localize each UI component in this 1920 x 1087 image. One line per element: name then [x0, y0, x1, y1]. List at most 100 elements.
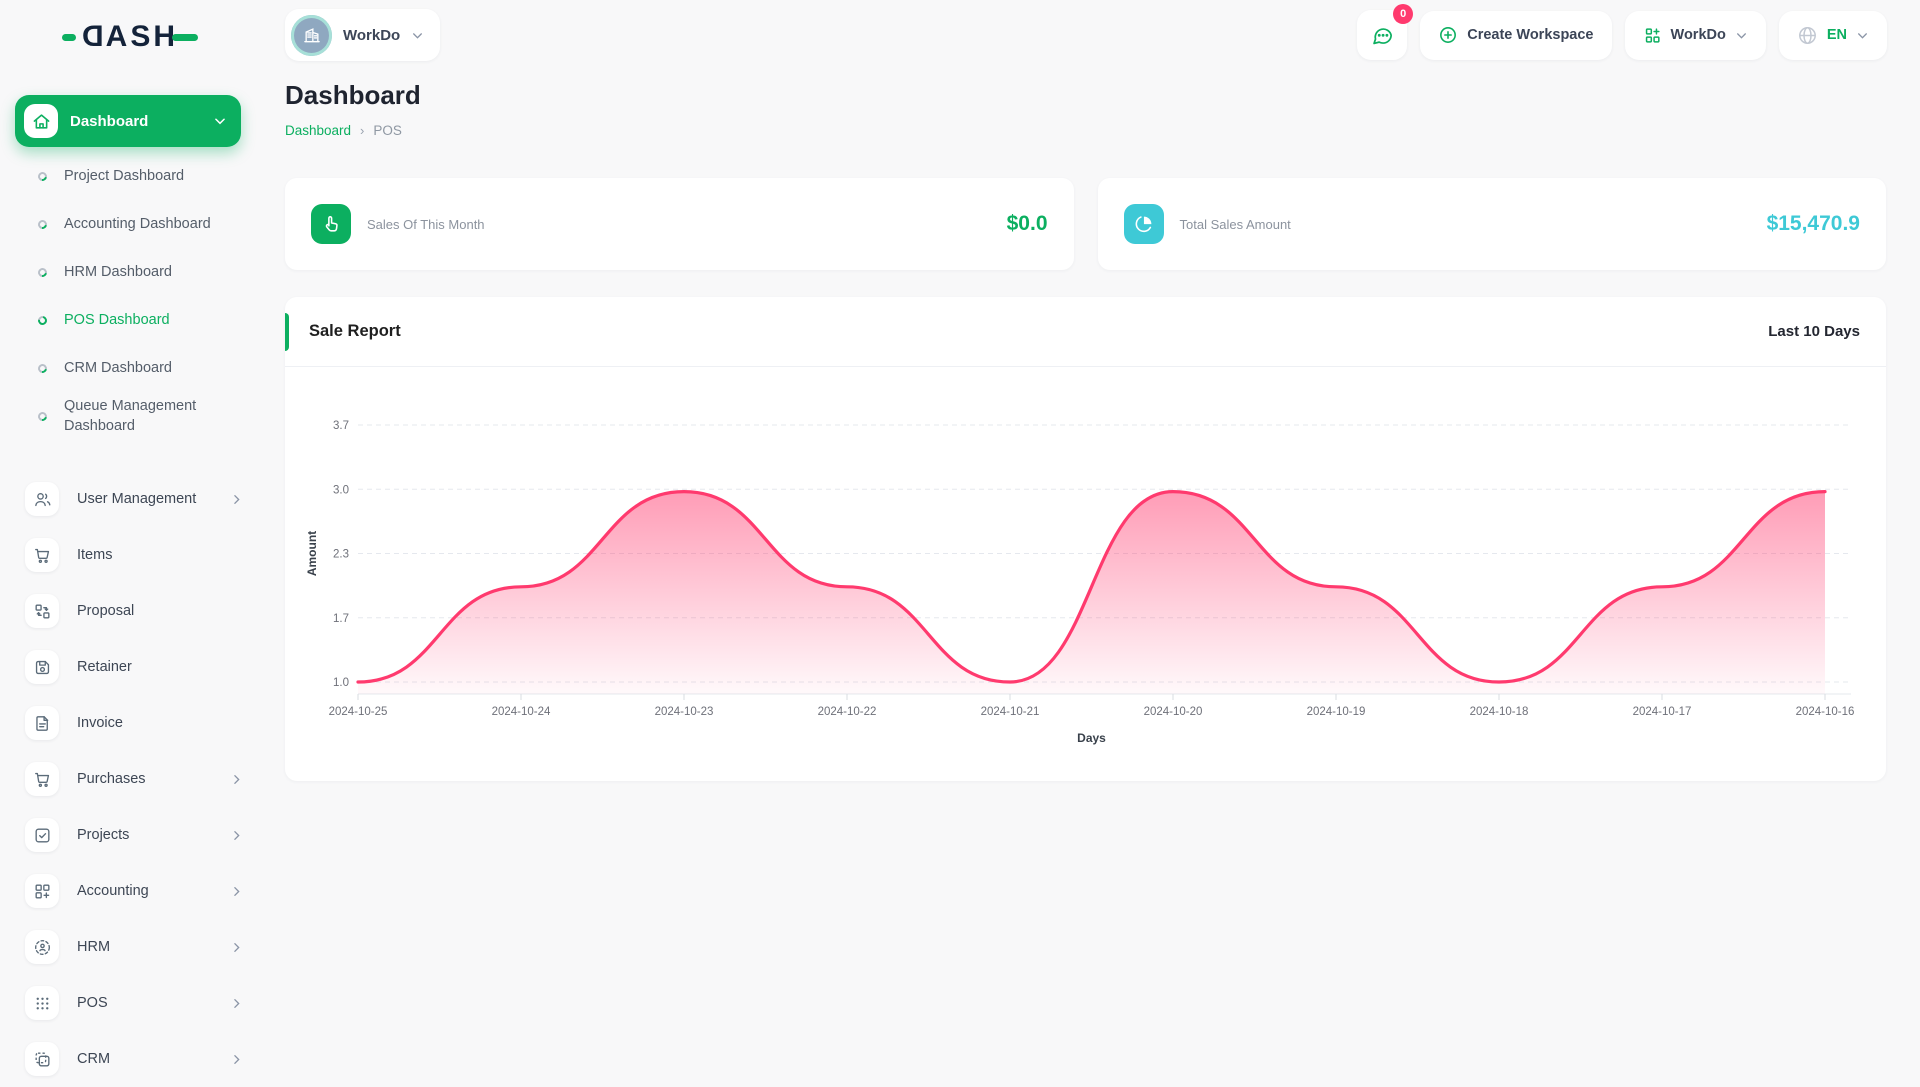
- stat-card-total-sales-amount: Total Sales Amount $15,470.9: [1097, 178, 1886, 270]
- area-chart: 1.0 1.7 2.3 3.0 3.7 2024-10-25 2024-10-24 2024-…: [305, 420, 1855, 745]
- svg-text:2024-10-20: 2024-10-20: [1144, 706, 1203, 718]
- svg-text:2024-10-16: 2024-10-16: [1796, 706, 1855, 718]
- hrm-icon: [25, 930, 59, 964]
- sidebar-item-purchases[interactable]: Purchases: [0, 751, 265, 807]
- stat-label: Sales Of This Month: [367, 216, 485, 232]
- chevron-right-icon: [230, 941, 243, 954]
- grid-plus-icon: [1645, 27, 1660, 43]
- sidebar-subitem-hrm-dashboard[interactable]: HRM Dashboard: [0, 248, 265, 296]
- sidebar-item-user-management[interactable]: User Management: [0, 471, 265, 527]
- sidebar-subitem-crm-dashboard[interactable]: CRM Dashboard: [0, 344, 265, 392]
- sidebar-subitem-queue-management-dashboard[interactable]: Queue Management Dashboard: [0, 392, 265, 440]
- workspace-selector[interactable]: WorkDo: [285, 9, 441, 61]
- invoice-icon: [25, 706, 59, 740]
- sidebar-item-label: Invoice: [77, 715, 123, 731]
- sidebar-subitem-label: Queue Management Dashboard: [64, 398, 197, 434]
- create-workspace-button[interactable]: Create Workspace: [1420, 10, 1612, 60]
- sidebar-item-label: Retainer: [77, 659, 132, 675]
- circle-plus-icon: [1440, 27, 1457, 43]
- stat-card-sales-of-this-month: Sales Of This Month $0.0: [285, 178, 1074, 270]
- svg-text:2024-10-21: 2024-10-21: [981, 706, 1040, 718]
- accent-bar: [285, 313, 289, 351]
- donut-bullet-icon: [36, 169, 49, 183]
- sale-report-title: Sale Report: [309, 322, 401, 340]
- sidebar-item-items[interactable]: Items: [0, 527, 265, 583]
- sidebar-item-hrm[interactable]: HRM: [0, 919, 265, 975]
- svg-text:Amount: Amount: [305, 531, 319, 576]
- donut-bullet-icon: [36, 361, 49, 375]
- sidebar-item-label: Items: [77, 547, 113, 563]
- svg-text:1.0: 1.0: [333, 677, 349, 689]
- donut-bullet-icon: [36, 313, 49, 327]
- sidebar-item-retainer[interactable]: Retainer: [0, 639, 265, 695]
- breadcrumb-current: POS: [373, 123, 402, 138]
- donut-bullet-icon: [36, 409, 49, 423]
- chat-bubble-icon: [1372, 27, 1392, 44]
- sale-report-header: Sale Report Last 10 Days: [285, 297, 1886, 367]
- notification-badge: 0: [1393, 4, 1414, 24]
- svg-text:3.7: 3.7: [333, 420, 349, 432]
- sidebar-item-dashboard[interactable]: Dashboard: [15, 95, 241, 147]
- sidebar-item-invoice[interactable]: Invoice: [0, 695, 265, 751]
- sidebar-item-pos[interactable]: POS: [0, 975, 265, 1031]
- svg-text:Days: Days: [1077, 731, 1106, 745]
- sidebar-item-label: Purchases: [77, 771, 146, 787]
- sidebar-subitem-label: POS Dashboard: [64, 312, 170, 328]
- main-content: Dashboard Dashboard › POS Sales Of This …: [285, 75, 1886, 781]
- items-icon: [25, 538, 59, 572]
- breadcrumb: Dashboard › POS: [285, 123, 1886, 138]
- sidebar-subitem-accounting-dashboard[interactable]: Accounting Dashboard: [0, 200, 265, 248]
- dashboard-submenu: Project Dashboard Accounting Dashboard HRM…: [0, 152, 265, 440]
- hand-pointer-icon: [311, 204, 351, 244]
- sidebar-item-label: Dashboard: [70, 112, 149, 130]
- sidebar-item-label: CRM: [77, 1051, 111, 1067]
- messages-button[interactable]: 0: [1357, 4, 1414, 60]
- projects-icon: [25, 818, 59, 852]
- purchases-icon: [25, 762, 59, 796]
- sidebar-item-accounting[interactable]: Accounting: [0, 863, 265, 919]
- chevron-down-icon: [1736, 32, 1746, 39]
- breadcrumb-dashboard-link[interactable]: Dashboard: [285, 123, 352, 138]
- chevron-right-icon: [230, 493, 243, 506]
- stat-value: $15,470.9: [1766, 212, 1860, 235]
- svg-text:2024-10-25: 2024-10-25: [329, 706, 388, 718]
- stat-value: $0.0: [1006, 212, 1048, 235]
- sidebar-item-projects[interactable]: Projects: [0, 807, 265, 863]
- sidebar-subitem-label: Project Dashboard: [64, 168, 185, 184]
- svg-text:2024-10-24: 2024-10-24: [492, 706, 551, 718]
- pie-chart-icon: [1123, 204, 1164, 244]
- sidebar-item-label: Proposal: [77, 603, 135, 619]
- globe-icon: [1798, 26, 1816, 44]
- pos-icon: [25, 986, 59, 1020]
- sidebar-subitem-pos-dashboard[interactable]: POS Dashboard: [0, 296, 265, 344]
- sidebar-item-label: User Management: [77, 491, 197, 507]
- breadcrumb-separator-icon: ›: [360, 123, 365, 138]
- donut-bullet-icon: [36, 217, 49, 231]
- sidebar-item-label: POS: [77, 995, 108, 1011]
- workspace-dropdown-label: WorkDo: [1670, 27, 1726, 43]
- logo-dot-icon: [62, 33, 76, 41]
- user-management-icon: [25, 482, 59, 516]
- sidebar-subitem-label: CRM Dashboard: [64, 360, 172, 376]
- svg-text:1.7: 1.7: [333, 613, 349, 625]
- sale-report-card: Sale Report Last 10 Days 1.0 1.7 2.3 3.0 3.7…: [285, 297, 1886, 781]
- sidebar-item-crm[interactable]: CRM: [0, 1031, 265, 1087]
- sale-report-chart: 1.0 1.7 2.3 3.0 3.7 2024-10-25 2024-10-24 2024-…: [285, 367, 1886, 781]
- page-title: Dashboard: [285, 80, 421, 110]
- chevron-down-icon: [411, 29, 424, 42]
- retainer-icon: [25, 650, 59, 684]
- workspace-avatar: [291, 14, 332, 56]
- svg-text:2024-10-22: 2024-10-22: [818, 706, 877, 718]
- proposal-icon: [25, 594, 59, 628]
- logo-dash-icon: [172, 33, 199, 41]
- chevron-right-icon: [230, 829, 243, 842]
- language-selector[interactable]: EN: [1778, 10, 1887, 60]
- workspace-dropdown[interactable]: WorkDo: [1624, 10, 1766, 60]
- chevron-right-icon: [230, 1053, 243, 1066]
- sidebar-item-label: Accounting: [77, 883, 149, 899]
- sidebar-subitem-project-dashboard[interactable]: Project Dashboard: [0, 152, 265, 200]
- sidebar-item-proposal[interactable]: Proposal: [0, 583, 265, 639]
- chevron-down-icon: [213, 114, 227, 128]
- crm-icon: [25, 1042, 59, 1076]
